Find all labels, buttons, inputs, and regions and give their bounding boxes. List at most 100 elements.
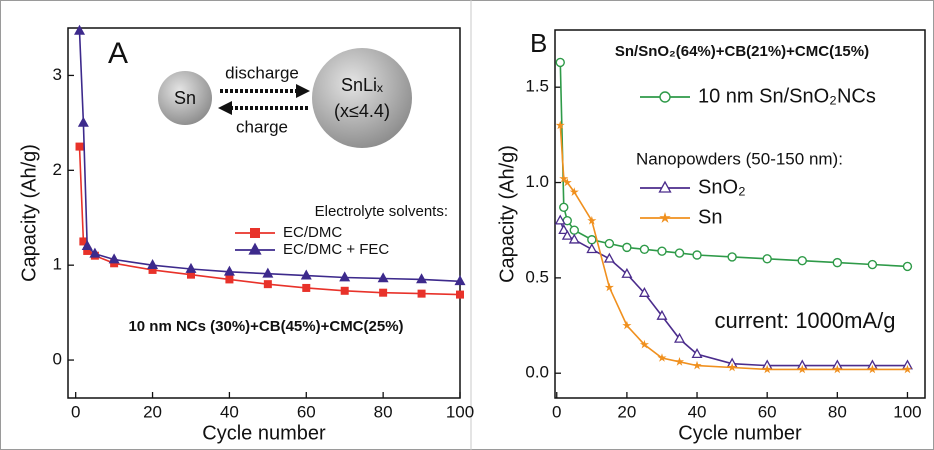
marker — [902, 261, 913, 272]
x-tick-label: 60 — [758, 402, 777, 421]
y-tick-label: 1.0 — [525, 172, 549, 191]
marker — [604, 238, 615, 249]
marker — [554, 214, 566, 225]
marker — [692, 250, 702, 260]
marker — [558, 224, 570, 235]
marker — [559, 202, 569, 213]
marker — [223, 265, 235, 276]
marker — [561, 229, 573, 240]
legend-label: EC/DMC — [283, 224, 342, 241]
marker — [659, 91, 671, 103]
x-axis-label: Cycle number — [678, 422, 802, 444]
marker — [302, 283, 311, 292]
marker — [89, 247, 101, 258]
marker — [262, 267, 274, 278]
marker — [83, 246, 92, 255]
annotation: 10 nm NCs (30%)+CB(45%)+CMC(25%) — [128, 318, 403, 335]
marker — [147, 259, 159, 270]
marker — [74, 24, 86, 35]
marker — [657, 246, 667, 256]
diagram-label: discharge — [225, 63, 299, 82]
sn-particle — [158, 71, 212, 125]
marker — [340, 286, 349, 295]
marker — [832, 364, 842, 374]
marker — [587, 215, 597, 225]
y-axis-label: Capacity (Ah/g) — [496, 145, 518, 283]
y-tick-label: 3 — [53, 65, 62, 84]
diagram-label: charge — [236, 117, 288, 136]
x-tick-label: 0 — [71, 402, 80, 421]
x-tick-label: 80 — [374, 402, 393, 421]
marker — [148, 265, 157, 274]
x-tick-label: 100 — [446, 402, 474, 421]
marker — [639, 339, 649, 349]
legend-label: 10 nm Sn/SnO₂NCs — [698, 85, 876, 107]
marker — [691, 347, 703, 358]
marker — [79, 237, 88, 246]
marker — [797, 256, 807, 266]
annotation: current: 1000mA/g — [715, 308, 896, 333]
x-tick-label: 40 — [220, 402, 239, 421]
marker — [339, 271, 351, 282]
y-tick-label: 1 — [53, 255, 62, 274]
marker — [674, 357, 685, 366]
marker — [622, 320, 632, 330]
marker — [832, 257, 843, 268]
marker — [569, 225, 579, 235]
y-tick-label: 0.0 — [525, 363, 549, 382]
marker — [562, 177, 572, 187]
marker — [225, 275, 234, 284]
marker — [797, 364, 807, 374]
arrow-head — [218, 101, 232, 115]
chart-title: Sn/SnO₂(64%)+CB(21%)+CMC(15%) — [615, 43, 869, 60]
marker — [603, 252, 615, 263]
marker — [622, 242, 632, 253]
legend-title: Electrolyte solvents: — [315, 203, 448, 220]
x-tick-label: 100 — [893, 402, 921, 421]
y-tick-label: 0 — [53, 350, 62, 369]
y-tick-label: 2 — [53, 160, 62, 179]
x-tick-label: 20 — [617, 402, 636, 421]
panel-label: B — [530, 28, 547, 58]
marker — [185, 262, 197, 273]
x-axis-label: Cycle number — [202, 422, 326, 444]
marker — [379, 288, 388, 297]
panel-label: A — [108, 37, 128, 70]
marker — [902, 364, 912, 374]
marker — [456, 290, 464, 299]
marker — [867, 259, 878, 270]
marker — [674, 248, 685, 258]
marker — [727, 252, 737, 262]
marker — [186, 270, 195, 279]
marker — [657, 353, 667, 362]
diagram-label: SnLiₓ — [341, 75, 383, 95]
y-tick-label: 1.5 — [525, 77, 549, 96]
marker — [77, 116, 89, 127]
x-tick-label: 60 — [297, 402, 316, 421]
plot-frame — [554, 29, 926, 399]
legend-title: Nanopowders (50-150 nm): — [636, 149, 843, 168]
legend-label: EC/DMC + FEC — [283, 241, 389, 258]
marker — [656, 309, 668, 320]
marker — [75, 142, 84, 151]
marker — [692, 360, 702, 370]
marker — [555, 57, 565, 68]
marker — [587, 235, 597, 245]
marker — [454, 275, 466, 286]
marker — [81, 240, 93, 251]
plot-frame — [67, 27, 461, 399]
y-axis-label: Capacity (Ah/g) — [18, 144, 40, 282]
marker — [300, 269, 312, 280]
marker — [559, 173, 569, 183]
marker — [674, 332, 686, 343]
x-tick-label: 20 — [143, 402, 162, 421]
marker — [659, 212, 671, 223]
marker — [604, 282, 614, 292]
marker — [621, 267, 633, 278]
marker — [762, 254, 772, 264]
diagram-label: Sn — [174, 88, 196, 108]
legend-label: SnO₂ — [698, 176, 746, 198]
marker — [569, 187, 579, 196]
